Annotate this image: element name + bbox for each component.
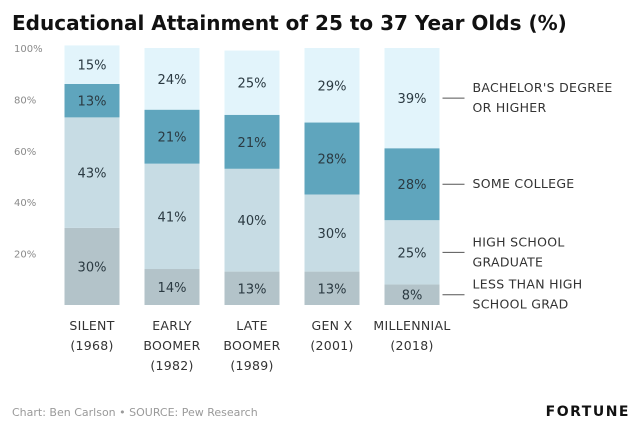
y-axis: 20% 40% 60% 80% 100% (14, 44, 43, 261)
data-label: 43% (78, 167, 107, 182)
y-tick-label: 80% (14, 95, 36, 106)
data-label: 25% (238, 77, 267, 92)
x-tick-label: MILLENNIAL (373, 318, 450, 333)
bar-segment (304, 194, 360, 272)
legend-label: LESS THAN HIGH (473, 277, 583, 292)
x-axis: SILENT (1968) EARLY BOOMER (1982) LATE BOOMER (… (69, 318, 450, 373)
data-label: 14% (158, 281, 187, 296)
legend-label: BACHELOR'S DEGREE (473, 80, 613, 95)
bar-segment (64, 117, 120, 228)
legend-label: GRADUATE (473, 254, 544, 269)
legend: LESS THAN HIGH SCHOOL GRAD HIGH SCHOOL GRAD… (442, 80, 613, 312)
x-tick-label: BOOMER (143, 338, 200, 353)
x-tick-label: (1982) (150, 358, 193, 373)
data-label: 39% (398, 92, 427, 107)
y-tick-label: 40% (14, 198, 36, 209)
bar-segment (64, 45, 120, 84)
data-label: 21% (158, 131, 187, 146)
y-tick-label: 100% (14, 44, 43, 55)
data-label: 24% (158, 73, 187, 88)
x-tick-label: SILENT (69, 318, 114, 333)
bar-segment (224, 50, 280, 115)
x-tick-label: EARLY (152, 318, 192, 333)
bar-segment (64, 227, 120, 305)
brand-logo: FORTUNE (546, 404, 630, 420)
bar-segment (144, 163, 200, 270)
bar-segment (224, 271, 280, 305)
bar-segment (384, 284, 440, 305)
data-label: 13% (78, 95, 107, 110)
data-label: 25% (398, 246, 427, 261)
bar-segment (384, 148, 440, 221)
x-tick-label: GEN X (312, 318, 353, 333)
footer-credit: Chart: Ben Carlson • SOURCE: Pew Researc… (12, 406, 258, 419)
bar-segment (304, 122, 360, 195)
legend-label: SCHOOL GRAD (473, 297, 569, 312)
data-label: 30% (318, 227, 347, 242)
data-label: 40% (238, 214, 267, 229)
chart-title: Educational Attainment of 25 to 37 Year … (12, 11, 567, 35)
x-tick-label: LATE (236, 318, 268, 333)
bar-segment (304, 48, 360, 123)
data-label: 8% (402, 289, 423, 304)
bar-segment (64, 83, 120, 118)
data-label: 28% (398, 178, 427, 193)
bar-segment (144, 109, 200, 164)
bar-segment (384, 220, 440, 285)
x-tick-label: BOOMER (223, 338, 280, 353)
data-label: 15% (78, 59, 107, 74)
x-tick-label: (1989) (230, 358, 273, 373)
data-label: 28% (318, 153, 347, 168)
bars: 30% 43% 13% 15% 14% 41% 21% 24% 13% 40% 21% 25% 13% 3… (64, 45, 440, 305)
y-tick-label: 20% (14, 250, 36, 261)
legend-label: HIGH SCHOOL (473, 234, 565, 249)
bar-segment (384, 48, 440, 149)
bar-segment (144, 48, 200, 110)
data-label: 13% (238, 282, 267, 297)
bar-segment (224, 168, 280, 272)
y-tick-label: 60% (14, 147, 36, 158)
data-label: 30% (78, 260, 107, 275)
x-tick-label: (2018) (390, 338, 433, 353)
data-label: 13% (318, 282, 347, 297)
legend-label: OR HIGHER (473, 100, 547, 115)
legend-label: SOME COLLEGE (473, 176, 575, 191)
bar-segment (144, 269, 200, 305)
data-label: 21% (238, 136, 267, 151)
x-tick-label: (1968) (70, 338, 113, 353)
data-label: 41% (158, 210, 187, 225)
bar-segment (224, 114, 280, 169)
x-tick-label: (2001) (310, 338, 353, 353)
bar-segment (304, 271, 360, 305)
data-label: 29% (318, 79, 347, 94)
